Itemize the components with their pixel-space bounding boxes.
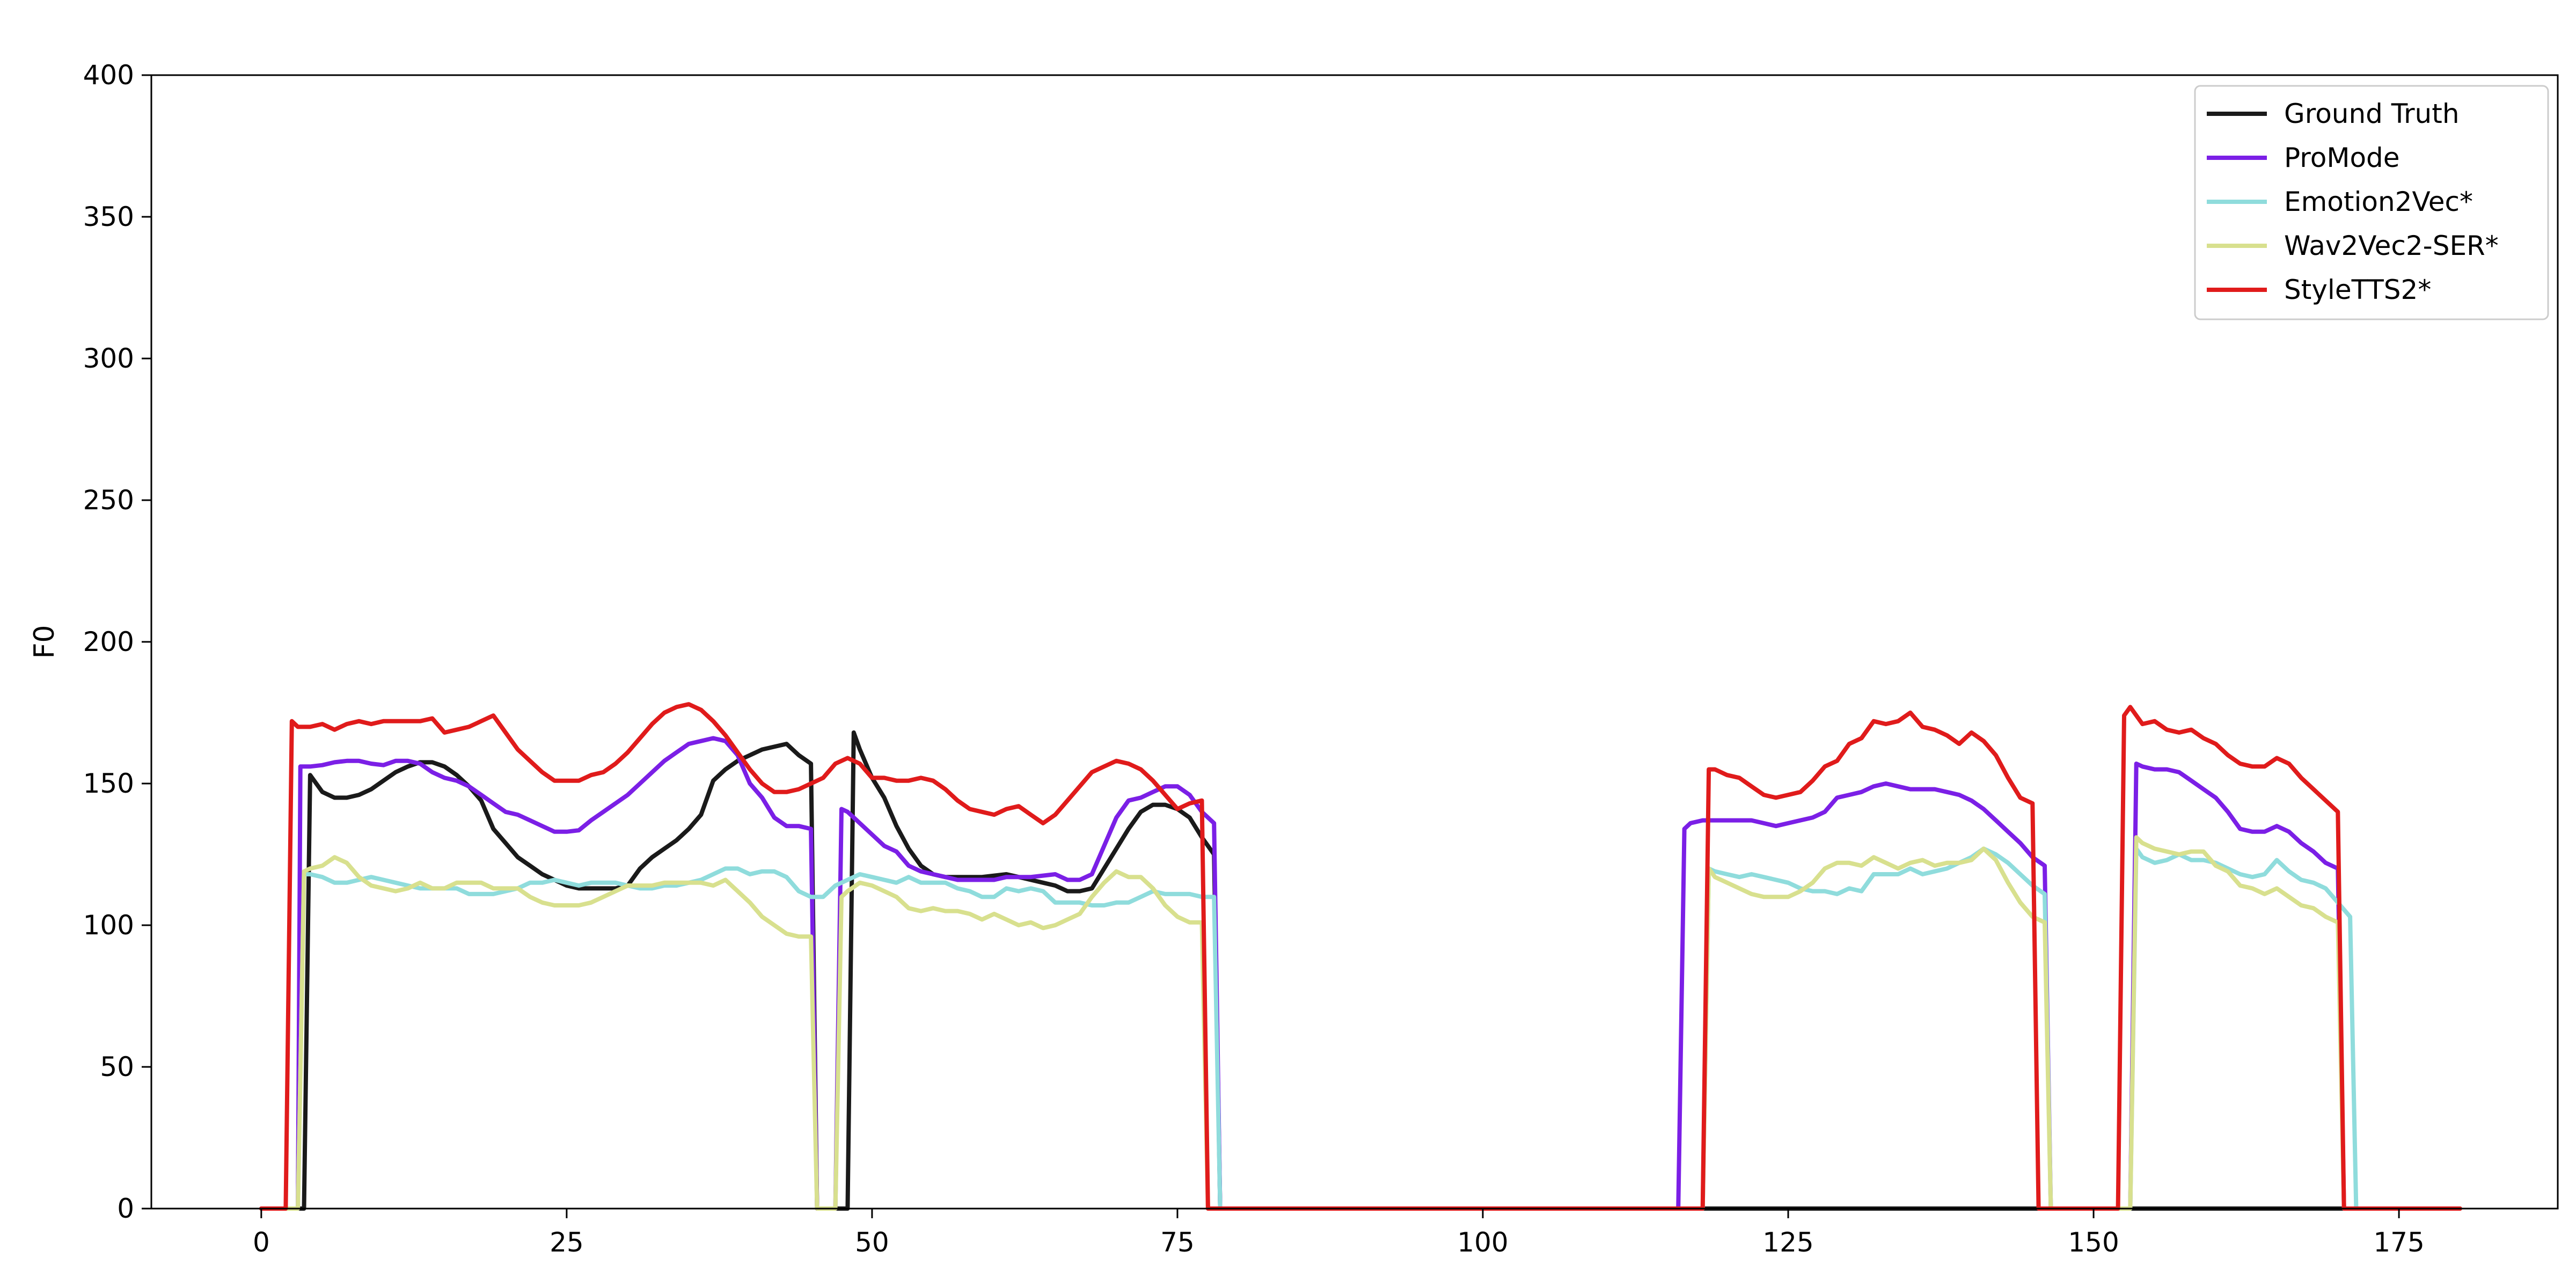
legend: Ground Truth ProMode Emotion2Vec* Wav2Vec2-…	[2194, 85, 2549, 320]
x-tick-label: 50	[855, 1227, 889, 1258]
y-tick-label: 0	[117, 1193, 134, 1224]
y-axis-label: F0	[28, 625, 61, 659]
y-tick-label: 350	[83, 201, 134, 232]
legend-label-4: StyleTTS2*	[2284, 274, 2431, 305]
x-axis: 0 25 50 75 100 125 150 175	[253, 1209, 2425, 1258]
y-tick-label: 50	[100, 1051, 134, 1082]
y-axis: 0 50 100 150 200 250 300 350 400	[83, 60, 151, 1224]
y-tick-label: 100	[83, 910, 134, 941]
x-tick-label: 25	[550, 1227, 584, 1258]
series-line-3	[259, 835, 2462, 1211]
x-tick-label: 150	[2068, 1227, 2119, 1258]
series-line-1	[259, 736, 2462, 1211]
y-tick-label: 400	[83, 60, 134, 91]
y-tick-label: 200	[83, 626, 134, 657]
y-tick-label: 150	[83, 768, 134, 799]
legend-label-1: ProMode	[2284, 142, 2400, 173]
x-tick-label: 100	[1457, 1227, 1508, 1258]
x-tick-label: 175	[2373, 1227, 2424, 1258]
legend-box	[2194, 85, 2549, 320]
y-tick-label: 300	[83, 343, 134, 374]
legend-label-2: Emotion2Vec*	[2284, 186, 2473, 217]
legend-label-3: Wav2Vec2-SER*	[2284, 230, 2499, 261]
x-tick-label: 0	[253, 1227, 270, 1258]
series-line-0	[259, 730, 2462, 1211]
x-tick-label: 125	[1762, 1227, 1813, 1258]
x-tick-label: 75	[1160, 1227, 1195, 1258]
y-tick-label: 250	[83, 485, 134, 516]
series-layer	[259, 702, 2462, 1211]
legend-label-0: Ground Truth	[2284, 98, 2460, 129]
